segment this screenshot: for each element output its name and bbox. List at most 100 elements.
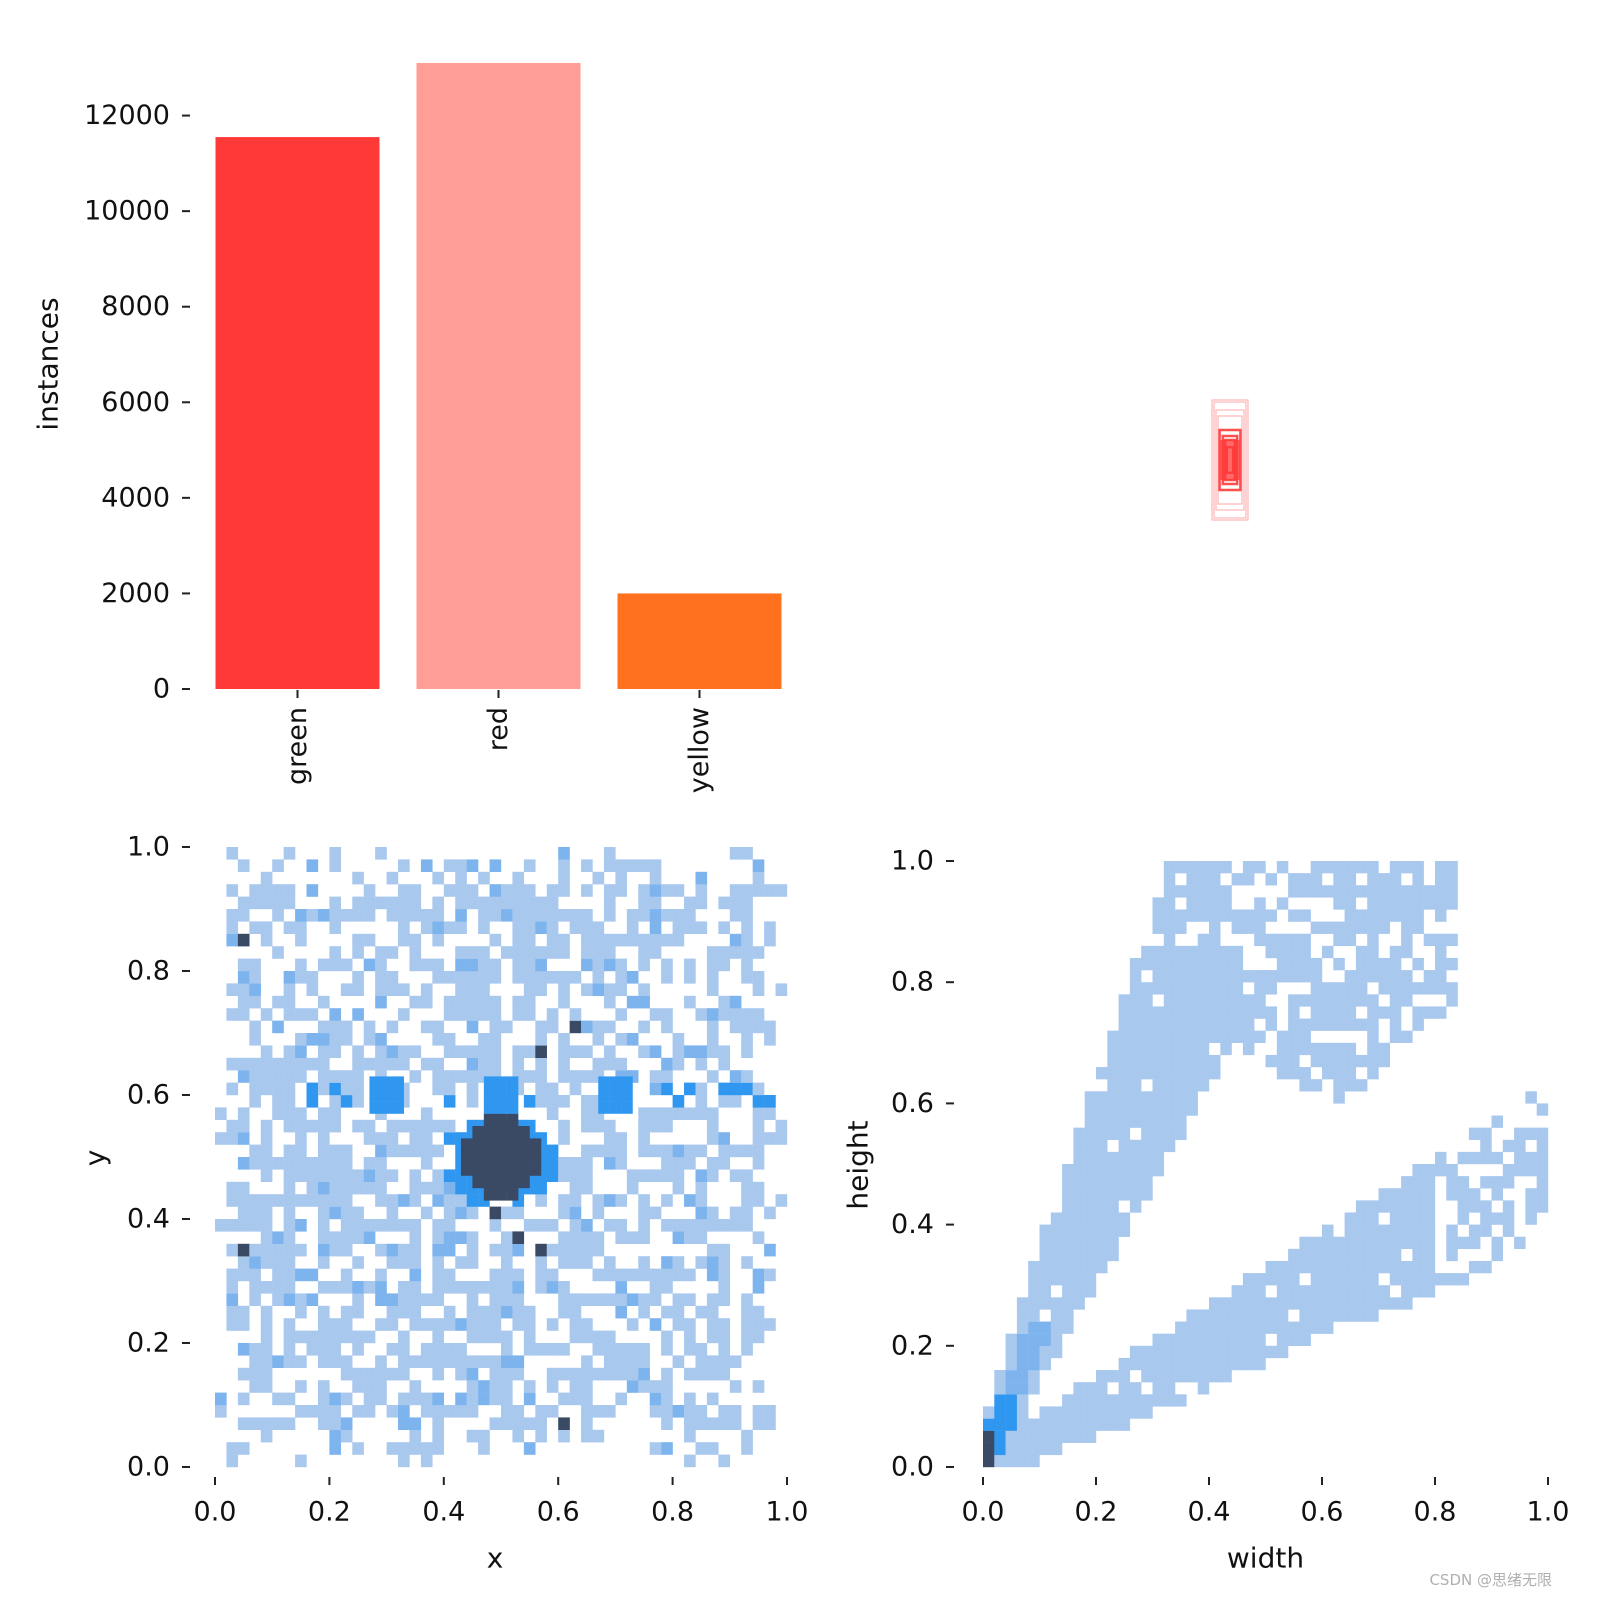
hist-cell	[1367, 1200, 1379, 1213]
hist-cell	[215, 1219, 227, 1232]
hist-cell	[1152, 1042, 1164, 1056]
hist-cell	[1197, 933, 1210, 947]
hist-cell	[729, 1405, 742, 1418]
hist-cell	[546, 1020, 559, 1034]
hist-cell	[1242, 994, 1255, 1007]
hist-cell	[1378, 1285, 1390, 1298]
hist-cell	[420, 1132, 433, 1145]
hist-cell	[1152, 1394, 1164, 1407]
hist-cell	[592, 933, 605, 947]
hotspot-cell	[518, 1150, 530, 1164]
hist-cell	[295, 1008, 307, 1021]
hist-cell	[478, 871, 490, 885]
hist-cell	[603, 1219, 616, 1232]
hist-cell	[558, 1343, 570, 1356]
hist-cell	[1310, 1054, 1323, 1068]
hist-cell	[409, 1380, 422, 1393]
hist-cell	[1242, 1345, 1255, 1359]
hist-cell	[1175, 921, 1187, 934]
hist-cell	[558, 1305, 570, 1319]
hist-cell	[443, 1268, 456, 1282]
hist-cell	[1333, 1054, 1345, 1068]
hist-cell	[398, 909, 410, 922]
hist-cell	[558, 971, 570, 984]
hist-cell	[409, 1144, 422, 1158]
hist-cell	[466, 946, 479, 959]
hist-cell	[1152, 1018, 1164, 1031]
hist-cell	[386, 1045, 399, 1058]
hist-cell	[1491, 1188, 1503, 1201]
hotspot-cell	[380, 1101, 393, 1114]
hist-cell	[983, 1418, 995, 1431]
hist-cell	[1141, 1103, 1153, 1116]
hist-cell	[1107, 1115, 1119, 1128]
hist-cell	[1118, 1018, 1131, 1031]
hist-cell	[1310, 1018, 1323, 1031]
hist-cell	[432, 1442, 444, 1455]
hist-cell	[1084, 1382, 1097, 1395]
hist-cell	[501, 1231, 513, 1244]
hist-cell	[649, 1380, 662, 1393]
hist-cell	[260, 884, 273, 897]
hist-cell	[569, 1330, 582, 1344]
hist-cell	[272, 896, 284, 910]
hist-cell	[684, 995, 696, 1009]
hist-cell	[432, 1330, 444, 1344]
hist-cell	[466, 995, 479, 1009]
hist-cell	[1242, 1321, 1255, 1334]
hist-cell	[340, 983, 353, 996]
hist-cell	[340, 1231, 353, 1244]
hist-cell	[1005, 1418, 1018, 1431]
hist-cell	[1152, 1151, 1164, 1165]
hist-cell	[581, 1181, 593, 1195]
hist-cell	[718, 1293, 730, 1306]
hist-cell	[1344, 994, 1357, 1007]
hist-cell	[649, 859, 662, 872]
hist-cell	[489, 1318, 502, 1331]
hist-cell	[386, 1206, 399, 1220]
hotspot-cell	[609, 1088, 622, 1102]
hist-cell	[1322, 1042, 1334, 1056]
hist-cell	[283, 896, 296, 910]
hist-cell	[1152, 1139, 1164, 1153]
hist-cell	[1129, 1067, 1142, 1080]
hist-cell	[1401, 1030, 1413, 1043]
hist-cell	[592, 958, 605, 972]
hist-cell	[306, 983, 319, 996]
hist-cell	[1322, 1224, 1334, 1237]
xtick-label-red: red	[483, 707, 514, 751]
hist-cell	[1039, 1321, 1051, 1334]
hist-cell	[1175, 1067, 1187, 1080]
hist-cell	[432, 1281, 444, 1294]
hist-cell	[272, 1057, 284, 1071]
box-outline-fill	[1220, 440, 1240, 480]
hist-cell	[1288, 945, 1300, 959]
hist-cell	[1333, 1236, 1345, 1250]
hist-cell	[295, 1119, 307, 1133]
hist-cell	[649, 1206, 662, 1220]
hist-cell	[478, 1380, 490, 1393]
hist-cell	[1050, 1273, 1063, 1286]
hist-cell	[581, 1020, 593, 1034]
hist-cell	[764, 1206, 776, 1220]
hist-cell	[1423, 1285, 1436, 1298]
hist-cell	[1118, 1079, 1131, 1092]
hist-cell	[478, 1305, 490, 1319]
hist-cell	[1050, 1321, 1063, 1334]
hist-cell	[1401, 1200, 1413, 1213]
hist-cell	[741, 1305, 753, 1319]
hist-cell	[237, 1194, 250, 1207]
hist-cell	[1197, 1006, 1210, 1019]
hist-cell	[535, 1243, 547, 1257]
hist-cell	[432, 1367, 444, 1381]
hist-cell	[1322, 994, 1334, 1007]
hist-cell	[581, 983, 593, 996]
hist-cell	[1186, 1030, 1198, 1043]
hist-cell	[352, 1330, 364, 1344]
hist-cell	[1163, 1091, 1176, 1104]
hist-cell	[752, 1132, 765, 1145]
hist-cell	[1536, 1200, 1549, 1213]
hist-cell	[1288, 909, 1300, 922]
hist-cell	[1062, 1248, 1074, 1262]
hist-cell	[706, 1330, 719, 1344]
